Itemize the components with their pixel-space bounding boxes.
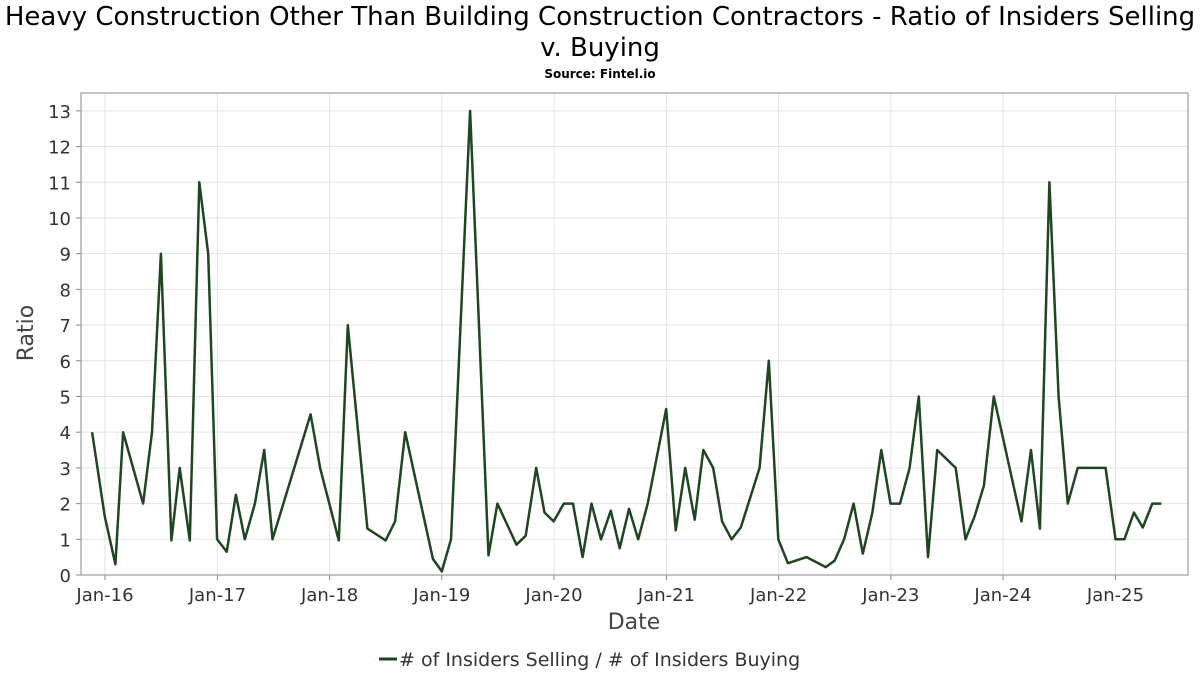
series-line-0 <box>90 109 1162 573</box>
y-axis-label: Ratio <box>14 305 39 361</box>
series-group <box>90 109 1162 573</box>
x-tick-label: Jan-19 <box>412 585 470 606</box>
x-tick-label: Jan-21 <box>637 585 695 606</box>
x-tick-label: Jan-22 <box>749 585 807 606</box>
y-tick-label: 1 <box>60 530 71 551</box>
y-tick-label: 11 <box>48 173 71 194</box>
x-tick-label: Jan-17 <box>188 585 246 606</box>
y-tick-label: 13 <box>48 102 71 123</box>
x-tick-label: Jan-25 <box>1086 585 1144 606</box>
gridlines <box>81 93 1188 576</box>
y-tick-label: 5 <box>60 387 71 408</box>
x-axis-label: Date <box>608 610 661 635</box>
x-tick-label: Jan-23 <box>861 585 919 606</box>
plot-area-border <box>80 92 1189 576</box>
y-tick-label: 10 <box>48 209 71 230</box>
chart-title: Heavy Construction Other Than Building C… <box>4 2 1196 63</box>
chart-subtitle: Source: Fintel.io <box>544 67 656 81</box>
y-tick-label: 3 <box>60 459 71 480</box>
x-tick-label: Jan-20 <box>524 585 582 606</box>
y-tick-label: 4 <box>60 423 71 444</box>
legend[interactable]: # of Insiders Selling / # of Insiders Bu… <box>379 649 800 671</box>
y-tick-label: 8 <box>60 280 71 301</box>
y-tick-label: 6 <box>60 352 71 373</box>
x-tick-label: Jan-18 <box>300 585 358 606</box>
y-tick-label: 0 <box>60 566 71 587</box>
y-tick-label: 7 <box>60 316 71 337</box>
x-tick-label: Jan-16 <box>75 585 133 606</box>
y-tick-label: 2 <box>60 495 71 516</box>
x-axis-ticks: Jan-16 Jan-17 Jan-18 Jan-19 Jan-20 Jan-21 Jan-… <box>75 575 1144 606</box>
legend-label: # of Insiders Selling / # of Insiders Bu… <box>399 649 800 671</box>
y-tick-label: 9 <box>60 245 71 266</box>
y-tick-label: 12 <box>48 138 71 159</box>
x-tick-label: Jan-24 <box>973 585 1031 606</box>
